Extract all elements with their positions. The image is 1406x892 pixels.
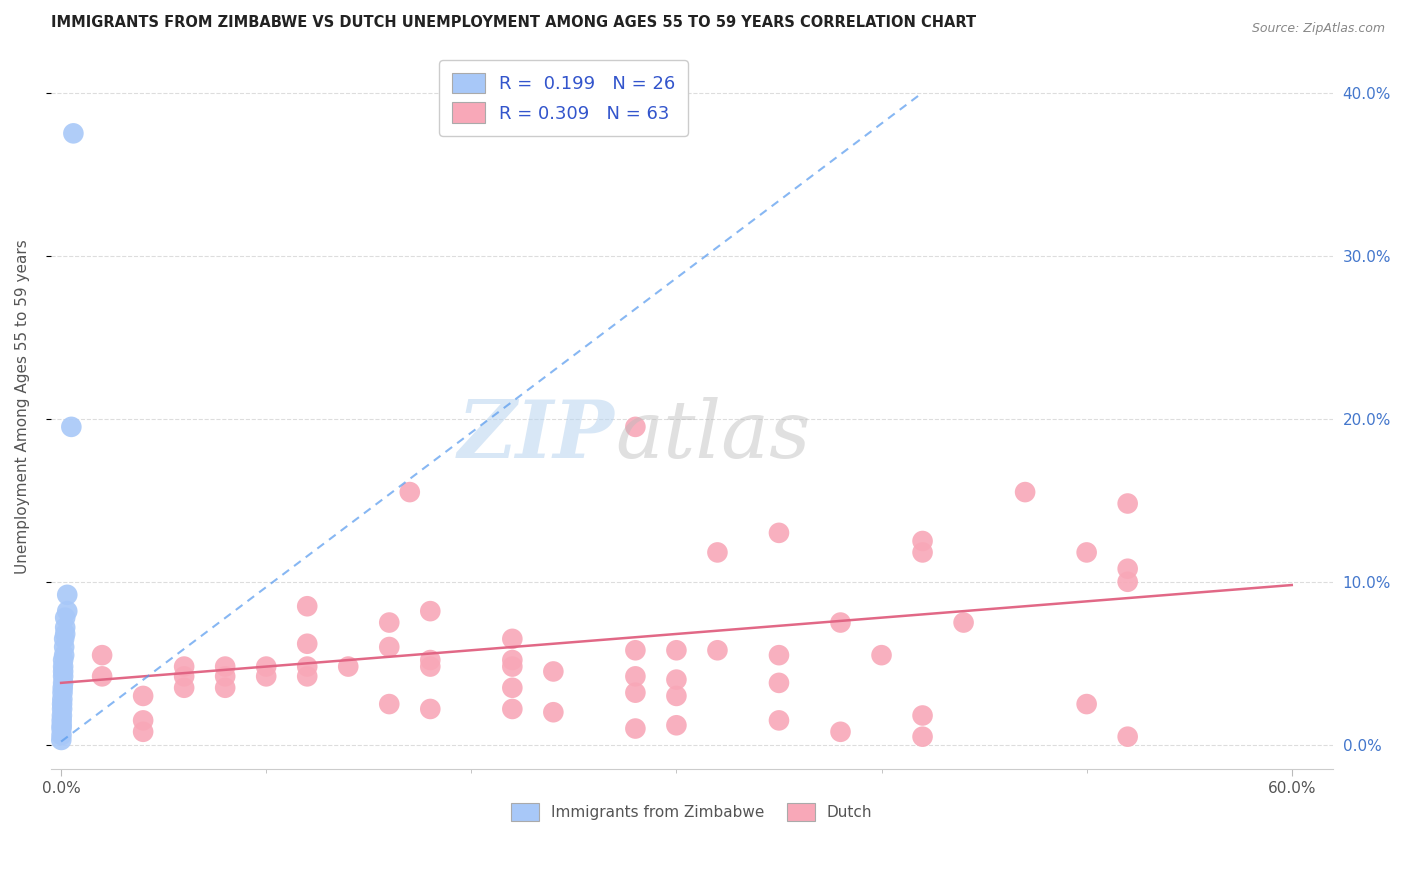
Point — [56, 604, 79, 618]
Point — [52, 676, 75, 690]
Point — [624, 722, 647, 736]
Point — [214, 669, 236, 683]
Point — [337, 659, 360, 673]
Point — [132, 724, 155, 739]
Point — [52, 665, 75, 679]
Point — [53, 620, 76, 634]
Point — [624, 669, 647, 683]
Text: atlas: atlas — [614, 397, 810, 475]
Point — [51, 718, 73, 732]
Text: Source: ZipAtlas.com: Source: ZipAtlas.com — [1251, 22, 1385, 36]
Point — [911, 708, 934, 723]
Y-axis label: Unemployment Among Ages 55 to 59 years: Unemployment Among Ages 55 to 59 years — [15, 239, 30, 574]
Point — [132, 689, 155, 703]
Point — [297, 669, 319, 683]
Point — [501, 681, 523, 695]
Point — [62, 126, 84, 140]
Point — [51, 733, 73, 747]
Point — [830, 724, 852, 739]
Point — [53, 610, 76, 624]
Point — [1014, 485, 1036, 500]
Point — [214, 659, 236, 673]
Point — [952, 615, 974, 630]
Point — [706, 643, 728, 657]
Point — [51, 697, 73, 711]
Point — [911, 534, 934, 549]
Point — [624, 420, 647, 434]
Point — [52, 653, 75, 667]
Point — [543, 705, 565, 719]
Point — [1116, 562, 1139, 576]
Point — [768, 676, 790, 690]
Point — [419, 604, 441, 618]
Point — [254, 659, 277, 673]
Point — [1076, 545, 1098, 559]
Point — [51, 702, 73, 716]
Point — [378, 697, 401, 711]
Point — [1116, 730, 1139, 744]
Point — [52, 681, 75, 695]
Point — [501, 653, 523, 667]
Point — [1116, 574, 1139, 589]
Point — [398, 485, 420, 500]
Point — [132, 714, 155, 728]
Point — [53, 640, 76, 654]
Point — [501, 702, 523, 716]
Point — [297, 659, 319, 673]
Point — [419, 659, 441, 673]
Point — [665, 643, 688, 657]
Point — [768, 525, 790, 540]
Point — [51, 686, 73, 700]
Point — [214, 681, 236, 695]
Point — [419, 702, 441, 716]
Point — [91, 648, 114, 662]
Point — [297, 637, 319, 651]
Point — [911, 545, 934, 559]
Text: ZIP: ZIP — [458, 397, 614, 475]
Point — [53, 627, 76, 641]
Point — [56, 588, 79, 602]
Point — [870, 648, 893, 662]
Point — [91, 669, 114, 683]
Point — [52, 659, 75, 673]
Point — [665, 718, 688, 732]
Point — [768, 714, 790, 728]
Point — [830, 615, 852, 630]
Point — [51, 722, 73, 736]
Point — [378, 640, 401, 654]
Point — [378, 615, 401, 630]
Text: IMMIGRANTS FROM ZIMBABWE VS DUTCH UNEMPLOYMENT AMONG AGES 55 TO 59 YEARS CORRELA: IMMIGRANTS FROM ZIMBABWE VS DUTCH UNEMPL… — [51, 15, 976, 30]
Point — [173, 669, 195, 683]
Point — [624, 643, 647, 657]
Point — [624, 686, 647, 700]
Point — [706, 545, 728, 559]
Point — [53, 648, 76, 662]
Point — [51, 714, 73, 728]
Point — [51, 692, 73, 706]
Point — [665, 673, 688, 687]
Point — [173, 659, 195, 673]
Point — [53, 632, 76, 646]
Point — [1116, 496, 1139, 510]
Point — [768, 648, 790, 662]
Point — [1076, 697, 1098, 711]
Point — [51, 728, 73, 742]
Point — [52, 669, 75, 683]
Legend: Immigrants from Zimbabwe, Dutch: Immigrants from Zimbabwe, Dutch — [505, 797, 879, 827]
Point — [501, 659, 523, 673]
Point — [51, 708, 73, 723]
Point — [173, 681, 195, 695]
Point — [419, 653, 441, 667]
Point — [665, 689, 688, 703]
Point — [543, 665, 565, 679]
Point — [60, 420, 83, 434]
Point — [254, 669, 277, 683]
Point — [911, 730, 934, 744]
Point — [297, 599, 319, 614]
Point — [501, 632, 523, 646]
